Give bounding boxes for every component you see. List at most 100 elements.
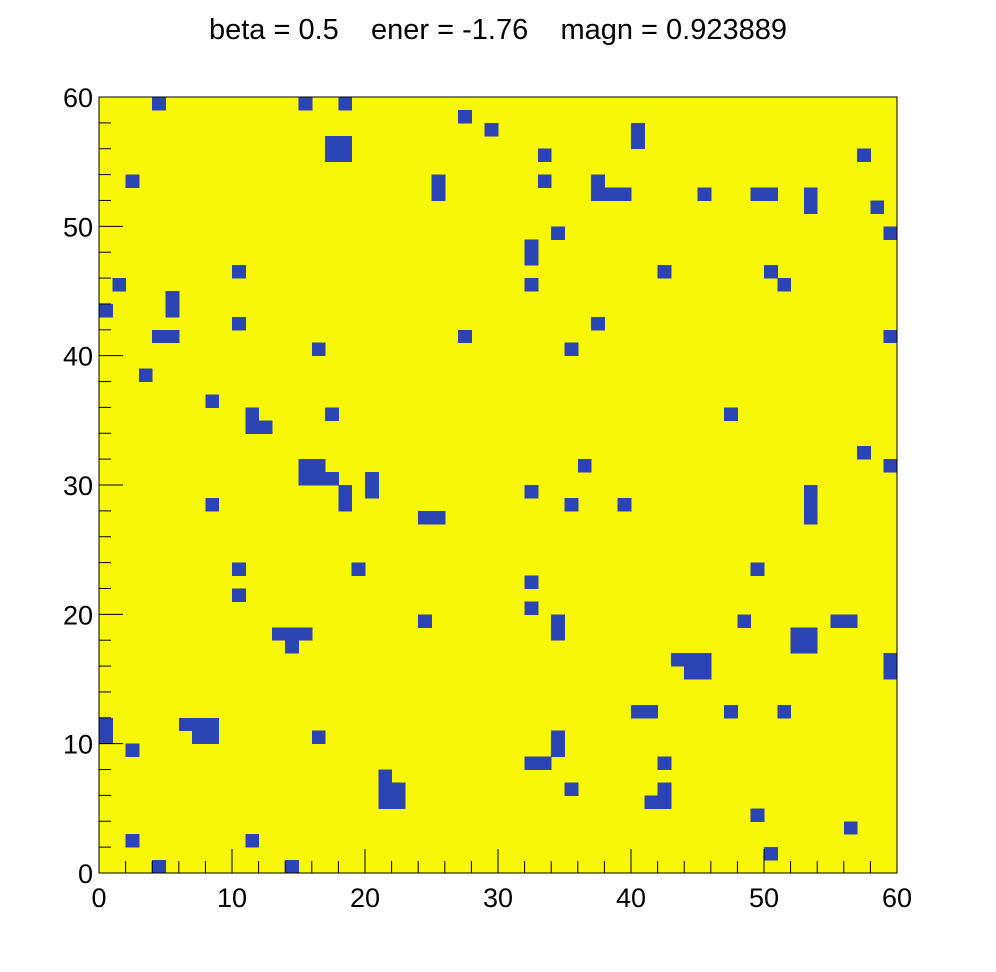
spin-down-cell bbox=[232, 265, 246, 279]
spin-down-cell bbox=[325, 135, 339, 150]
spin-down-cell bbox=[311, 472, 326, 486]
spin-down-cell bbox=[205, 497, 220, 512]
spin-down-cell bbox=[524, 278, 539, 292]
spin-down-cell bbox=[431, 187, 446, 201]
spin-down-cell bbox=[631, 135, 645, 150]
spin-down-cell bbox=[418, 510, 432, 525]
y-tick-label: 50 bbox=[63, 212, 93, 242]
spin-down-cell bbox=[524, 575, 539, 589]
spin-down-cell bbox=[391, 782, 406, 796]
x-tick-label: 0 bbox=[91, 883, 106, 913]
spin-down-cell bbox=[843, 614, 858, 628]
spin-down-cell bbox=[192, 730, 206, 745]
spin-down-cell bbox=[591, 316, 605, 331]
spin-down-cell bbox=[152, 860, 166, 874]
spin-down-cell bbox=[125, 174, 140, 189]
spin-down-cell bbox=[338, 97, 353, 111]
spin-down-cell bbox=[338, 148, 353, 163]
spin-down-cell bbox=[644, 795, 659, 809]
spin-down-cell bbox=[311, 459, 326, 473]
x-tick-label: 10 bbox=[217, 883, 247, 913]
spin-down-cell bbox=[551, 730, 565, 745]
spin-down-cell bbox=[205, 730, 220, 745]
spin-down-cell bbox=[192, 717, 206, 732]
spin-down-cell bbox=[285, 640, 299, 654]
spin-down-cell bbox=[564, 782, 579, 796]
spin-down-cell bbox=[883, 666, 898, 680]
spin-down-cell bbox=[391, 795, 406, 809]
spin-down-cell bbox=[298, 627, 313, 641]
x-tick-label: 30 bbox=[483, 883, 513, 913]
spin-down-cell bbox=[644, 704, 659, 719]
spin-down-cell bbox=[205, 717, 220, 732]
spin-down-cell bbox=[551, 226, 565, 240]
spin-down-cell bbox=[311, 730, 326, 745]
plot-area bbox=[99, 97, 898, 874]
spin-down-cell bbox=[537, 148, 552, 163]
y-tick-label: 0 bbox=[78, 859, 93, 889]
spin-down-cell bbox=[178, 717, 193, 732]
spin-down-cell bbox=[631, 704, 645, 719]
x-tick-label: 50 bbox=[749, 883, 779, 913]
spin-down-cell bbox=[750, 562, 765, 577]
spin-down-cell bbox=[205, 394, 220, 408]
spin-down-cell bbox=[378, 782, 393, 796]
spin-down-cell bbox=[883, 459, 898, 473]
spin-down-cell bbox=[750, 187, 765, 201]
spin-down-cell bbox=[697, 187, 712, 201]
spin-down-cell bbox=[591, 174, 605, 189]
axes: 0 10 20 30 40 50 60 0 10 20 30 40 50 60 bbox=[63, 83, 912, 913]
x-tick-label: 40 bbox=[616, 883, 646, 913]
spin-down-cell bbox=[883, 653, 898, 667]
spin-down-cell bbox=[537, 756, 552, 771]
spin-down-cell bbox=[338, 485, 353, 499]
spin-down-cell bbox=[777, 278, 792, 292]
spin-down-cell bbox=[724, 704, 738, 719]
spin-down-cell bbox=[125, 834, 140, 848]
spin-down-cell bbox=[99, 730, 113, 745]
spin-down-cell bbox=[325, 407, 339, 421]
spin-down-cell bbox=[311, 342, 326, 357]
spin-down-cell bbox=[431, 174, 446, 189]
spin-down-cell bbox=[524, 601, 539, 615]
spin-down-cell bbox=[617, 187, 632, 201]
spin-down-cell bbox=[737, 614, 752, 628]
y-tick-label: 30 bbox=[63, 471, 93, 501]
spin-down-cell bbox=[803, 187, 818, 201]
spin-down-cell bbox=[258, 420, 273, 434]
y-tick-label: 20 bbox=[63, 600, 93, 630]
spin-down-cell bbox=[843, 821, 858, 835]
spin-down-cell bbox=[564, 342, 579, 357]
spin-down-cell bbox=[617, 497, 632, 512]
spin-down-cell bbox=[152, 329, 166, 344]
spin-down-cell bbox=[125, 743, 140, 758]
spin-down-cell bbox=[764, 847, 778, 861]
spin-down-cell bbox=[484, 122, 499, 137]
spin-down-cell bbox=[537, 174, 552, 189]
spin-down-cell bbox=[790, 627, 805, 641]
spin-down-cell bbox=[684, 666, 698, 680]
spin-down-cell bbox=[697, 653, 712, 667]
spin-down-cell bbox=[883, 226, 898, 240]
spin-down-cell bbox=[803, 510, 818, 525]
spin-down-cell bbox=[803, 627, 818, 641]
spin-down-cell bbox=[524, 756, 539, 771]
spin-down-cell bbox=[684, 653, 698, 667]
spin-down-cell bbox=[777, 704, 792, 719]
spin-down-cell bbox=[365, 472, 379, 486]
y-tick-label: 10 bbox=[63, 730, 93, 760]
spin-down-cell bbox=[245, 407, 260, 421]
spin-down-cell bbox=[325, 148, 339, 163]
spin-down-cell bbox=[604, 187, 619, 201]
spin-down-cell bbox=[524, 252, 539, 266]
spin-down-cell bbox=[883, 329, 898, 344]
spin-down-cell bbox=[551, 627, 565, 641]
spin-down-cell bbox=[657, 795, 672, 809]
spin-down-cell bbox=[232, 588, 246, 602]
x-tick-label: 20 bbox=[350, 883, 380, 913]
spin-down-cell bbox=[378, 795, 393, 809]
spin-down-cell bbox=[138, 368, 153, 383]
spin-down-cell bbox=[790, 640, 805, 654]
spin-down-cell bbox=[232, 562, 246, 577]
